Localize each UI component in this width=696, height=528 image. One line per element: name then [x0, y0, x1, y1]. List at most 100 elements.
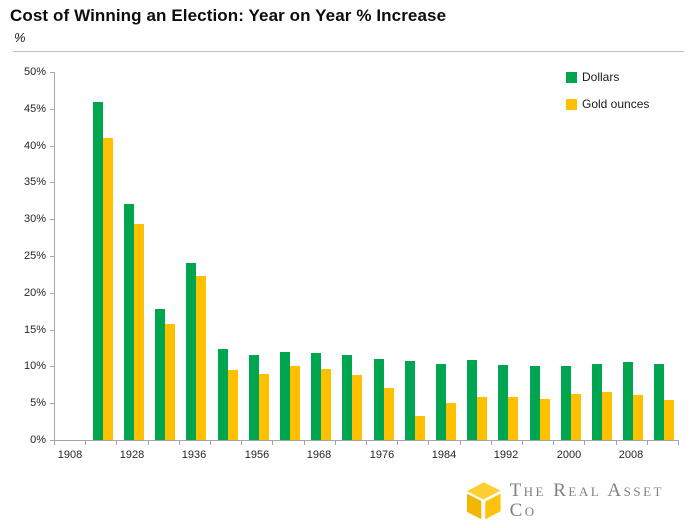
y-tick	[50, 293, 54, 294]
y-tick-label: 15%	[23, 324, 46, 336]
bar-dollars-13	[467, 359, 478, 440]
chart-legend: Dollars Gold ounces	[566, 71, 649, 110]
bar-gold-ounces-8	[321, 369, 332, 440]
x-tick-label: 2000	[556, 449, 582, 461]
bar-dollars-9	[342, 355, 353, 440]
bar-gold-ounces-14	[508, 397, 519, 440]
bar-gold-ounces-17	[601, 392, 612, 440]
gold-ounces-swatch-icon	[566, 98, 577, 110]
y-axis-unit-label: %	[14, 30, 26, 45]
x-tick	[460, 440, 461, 445]
x-tick	[491, 440, 492, 445]
bar-dollars-11	[404, 360, 415, 440]
y-tick	[50, 182, 54, 183]
x-tick	[272, 440, 273, 445]
bar-dollars-15	[529, 366, 540, 440]
bar-dollars-18	[623, 362, 634, 440]
bar-gold-ounces-13	[477, 397, 488, 440]
bar-dollars-14	[498, 364, 509, 440]
y-tick-label: 25%	[23, 250, 46, 262]
bar-dollars-8	[311, 353, 322, 440]
bar-dollars-2	[123, 203, 134, 440]
bar-gold-ounces-11	[414, 415, 425, 440]
x-tick-label: 1984	[431, 449, 457, 461]
bar-dollars-6	[248, 354, 259, 440]
bar-gold-ounces-9	[352, 374, 363, 440]
bar-gold-ounces-10	[383, 387, 394, 440]
x-tick	[210, 440, 211, 445]
bar-gold-ounces-6	[258, 373, 269, 440]
bar-dollars-10	[373, 359, 384, 440]
y-tick	[50, 146, 54, 147]
x-tick	[335, 440, 336, 445]
bar-gold-ounces-18	[633, 395, 644, 440]
x-tick-label: 1968	[306, 449, 332, 461]
y-tick-label: 0%	[30, 434, 46, 446]
x-tick-label: 2008	[618, 449, 644, 461]
x-tick	[148, 440, 149, 445]
bar-gold-ounces-15	[539, 398, 550, 440]
x-tick	[366, 440, 367, 445]
y-tick	[50, 366, 54, 367]
y-tick	[50, 109, 54, 110]
x-tick	[85, 440, 86, 445]
bar-gold-ounces-1	[102, 138, 113, 440]
x-tick-label: 1908	[57, 449, 83, 461]
bar-dollars-17	[591, 364, 602, 440]
bar-dollars-12	[435, 363, 446, 440]
y-tick-label: 45%	[23, 103, 46, 115]
y-tick	[50, 330, 54, 331]
x-tick	[678, 440, 679, 445]
bar-dollars-5	[217, 348, 228, 440]
y-tick-label: 40%	[23, 140, 46, 152]
bar-gold-ounces-4	[196, 275, 207, 440]
x-tick	[54, 440, 55, 445]
legend-item-dollars: Dollars	[566, 71, 649, 83]
x-tick-label: 1992	[493, 449, 519, 461]
bar-gold-ounces-19	[664, 400, 675, 440]
x-tick	[522, 440, 523, 445]
bar-dollars-19	[654, 363, 665, 440]
y-tick	[50, 256, 54, 257]
dollars-swatch-icon	[566, 71, 577, 83]
x-tick-label: 1936	[181, 449, 207, 461]
y-tick-label: 30%	[23, 213, 46, 225]
bar-gold-ounces-16	[570, 394, 581, 440]
x-tick	[647, 440, 648, 445]
gold-cube-icon	[466, 482, 501, 520]
y-tick-label: 20%	[23, 287, 46, 299]
bar-gold-ounces-2	[133, 223, 144, 440]
x-tick	[553, 440, 554, 445]
bar-dollars-4	[186, 262, 197, 440]
legend-label-dollars: Dollars	[582, 70, 620, 84]
y-tick-label: 10%	[23, 360, 46, 372]
bar-gold-ounces-5	[227, 370, 238, 440]
brand-logo: The Real Asset Co	[466, 481, 696, 521]
y-tick	[50, 403, 54, 404]
x-tick	[241, 440, 242, 445]
x-tick	[428, 440, 429, 445]
x-tick-label: 1928	[119, 449, 145, 461]
bar-dollars-3	[155, 309, 166, 440]
x-tick	[304, 440, 305, 445]
x-tick	[616, 440, 617, 445]
bar-dollars-7	[279, 351, 290, 440]
title-divider	[13, 51, 684, 52]
y-tick	[50, 72, 54, 73]
bar-dollars-16	[560, 366, 571, 440]
x-tick-label: 1956	[244, 449, 270, 461]
y-axis-line	[54, 72, 55, 441]
x-tick	[397, 440, 398, 445]
legend-label-gold-ounces: Gold ounces	[582, 97, 650, 111]
y-tick-label: 50%	[23, 66, 46, 78]
bar-gold-ounces-12	[445, 402, 456, 440]
y-tick	[50, 219, 54, 220]
x-tick-label: 1976	[369, 449, 395, 461]
y-tick-label: 35%	[23, 176, 46, 188]
brand-name: The Real Asset Co	[509, 480, 664, 521]
y-tick	[50, 440, 54, 441]
x-tick	[116, 440, 117, 445]
x-tick	[179, 440, 180, 445]
